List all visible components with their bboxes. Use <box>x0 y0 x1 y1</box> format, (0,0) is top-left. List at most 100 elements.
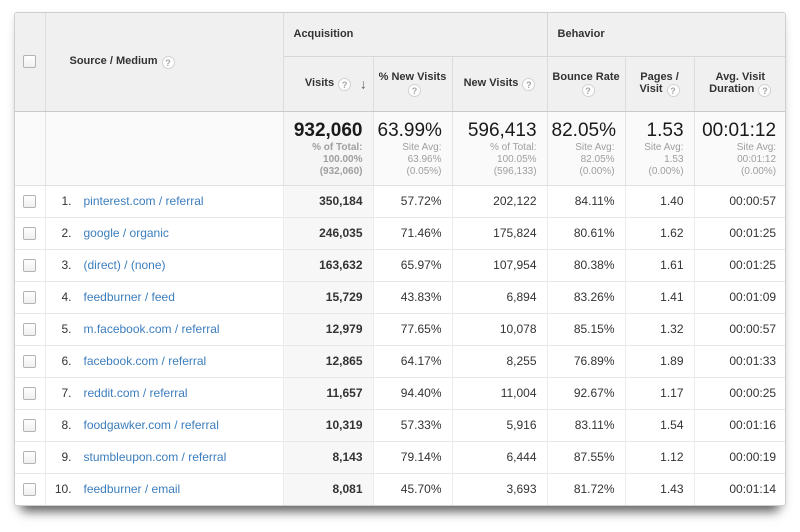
column-header-avg-duration[interactable]: Avg. Visit Duration? <box>693 56 785 112</box>
visits-cell: 8,143 <box>282 441 373 474</box>
pct-new-visits-cell: 71.46% <box>372 217 452 250</box>
visits-cell: 350,184 <box>282 185 373 218</box>
column-header-pages-visit[interactable]: Pages / Visit? <box>624 56 695 112</box>
source-medium-cell: 4. feedburner / feed <box>44 281 283 314</box>
row-rank: 3. <box>61 258 72 272</box>
bounce-rate-cell: 80.61% <box>546 217 626 250</box>
table-row: 5. m.facebook.com / referral 12,979 77.65… <box>15 313 785 346</box>
visits-cell: 12,979 <box>282 313 373 346</box>
table-row: 3. (direct) / (none) 163,632 65.97% 107,9… <box>15 249 785 282</box>
help-icon[interactable]: ? <box>522 77 536 91</box>
table-row: 8. foodgawker.com / referral 10,319 57.33… <box>15 409 785 442</box>
table-row: 1. pinterest.com / referral 350,184 57.72… <box>15 185 785 218</box>
select-all-checkbox[interactable] <box>23 55 37 69</box>
source-medium-link[interactable]: (direct) / (none) <box>83 258 166 272</box>
row-checkbox[interactable] <box>23 195 37 209</box>
source-medium-table: Source / Medium? Acquisition Behavior Vi… <box>15 13 785 505</box>
new-visits-cell: 11,004 <box>451 377 548 410</box>
row-checkbox[interactable] <box>23 259 37 273</box>
source-medium-link[interactable]: pinterest.com / referral <box>83 194 204 208</box>
sort-descending-icon[interactable]: ↓ <box>360 76 367 91</box>
visits-cell: 10,319 <box>282 409 373 442</box>
totals-pages-visit: 1.53 Site Avg: 1.53 (0.00%) <box>624 111 695 186</box>
row-checkbox[interactable] <box>23 451 37 465</box>
totals-bounce-value: 82.05% <box>551 119 616 141</box>
table-row: 2. google / organic 246,035 71.46% 175,82… <box>15 217 785 250</box>
help-icon[interactable]: ? <box>338 77 352 91</box>
avg-duration-cell: 00:00:19 <box>693 441 785 474</box>
new-visits-cell: 10,078 <box>451 313 548 346</box>
source-medium-label: Source / Medium <box>69 54 158 67</box>
source-medium-link[interactable]: foodgawker.com / referral <box>83 418 219 432</box>
help-icon[interactable]: ? <box>666 83 680 97</box>
row-checkbox-cell <box>15 217 45 250</box>
bounce-rate-cell: 76.89% <box>546 345 626 378</box>
pct-new-visits-cell: 64.17% <box>372 345 452 378</box>
source-medium-link[interactable]: m.facebook.com / referral <box>83 322 220 336</box>
bounce-rate-label: Bounce Rate <box>552 70 620 83</box>
totals-pages-value: 1.53 <box>646 119 684 141</box>
help-icon[interactable]: ? <box>161 55 175 69</box>
column-header-new-visits[interactable]: New Visits? <box>451 56 548 112</box>
pages-visit-cell: 1.12 <box>624 441 695 474</box>
help-icon[interactable]: ? <box>408 83 421 97</box>
group-header-behavior: Behavior <box>546 13 785 57</box>
help-icon[interactable]: ? <box>581 83 595 97</box>
new-visits-cell: 8,255 <box>451 345 548 378</box>
source-medium-cell: 5. m.facebook.com / referral <box>44 313 283 346</box>
source-medium-cell: 8. foodgawker.com / referral <box>44 409 283 442</box>
new-visits-cell: 107,954 <box>451 249 548 282</box>
source-medium-link[interactable]: google / organic <box>83 226 169 240</box>
row-checkbox-cell <box>15 313 45 346</box>
avg-duration-cell: 00:00:57 <box>693 185 785 218</box>
table-row: 6. facebook.com / referral 12,865 64.17% … <box>15 345 785 378</box>
row-checkbox-cell <box>15 409 45 442</box>
totals-visits: 932,060 % of Total: 100.00% (932,060) <box>282 111 373 186</box>
totals-source-cell <box>44 111 283 186</box>
row-checkbox[interactable] <box>23 419 37 433</box>
row-checkbox[interactable] <box>23 323 37 337</box>
row-checkbox[interactable] <box>23 227 37 241</box>
pct-new-visits-cell: 57.33% <box>372 409 452 442</box>
source-medium-link[interactable]: stumbleupon.com / referral <box>83 450 227 464</box>
visits-cell: 11,657 <box>282 377 373 410</box>
source-medium-link[interactable]: reddit.com / referral <box>83 386 188 400</box>
row-checkbox[interactable] <box>23 291 37 305</box>
row-checkbox-cell <box>15 185 45 218</box>
row-checkbox[interactable] <box>23 483 37 497</box>
totals-duration-value: 00:01:12 <box>702 119 777 141</box>
help-icon[interactable]: ? <box>758 83 772 97</box>
row-rank: 2. <box>61 226 72 240</box>
bounce-rate-cell: 87.55% <box>546 441 626 474</box>
pages-visit-cell: 1.61 <box>624 249 695 282</box>
totals-visits-value: 932,060 <box>293 119 363 141</box>
new-visits-cell: 175,824 <box>451 217 548 250</box>
row-rank: 6. <box>61 354 72 368</box>
pct-new-visits-label: % New Visits <box>378 70 447 83</box>
column-header-visits[interactable]: Visits? ↓ <box>282 56 373 112</box>
source-medium-cell: 3. (direct) / (none) <box>44 249 283 282</box>
source-medium-link[interactable]: feedburner / feed <box>83 290 175 304</box>
row-checkbox-cell <box>15 345 45 378</box>
row-checkbox[interactable] <box>23 387 37 401</box>
totals-checkbox-cell <box>15 111 45 186</box>
new-visits-cell: 202,122 <box>451 185 548 218</box>
column-header-bounce-rate[interactable]: Bounce Rate? <box>546 56 626 112</box>
row-rank: 5. <box>61 322 72 336</box>
visits-cell: 12,865 <box>282 345 373 378</box>
source-medium-link[interactable]: facebook.com / referral <box>83 354 207 368</box>
new-visits-cell: 6,444 <box>451 441 548 474</box>
row-rank: 4. <box>61 290 72 304</box>
pages-visit-label: Pages / Visit <box>639 70 679 95</box>
column-header-pct-new-visits[interactable]: % New Visits? <box>372 56 452 112</box>
source-medium-link[interactable]: feedburner / email <box>83 482 181 496</box>
bounce-rate-cell: 85.15% <box>546 313 626 346</box>
bounce-rate-cell: 83.11% <box>546 409 626 442</box>
column-header-source-medium[interactable]: Source / Medium? <box>45 13 284 112</box>
group-header-acquisition: Acquisition <box>282 13 548 57</box>
pages-visit-cell: 1.40 <box>624 185 695 218</box>
totals-avg-duration: 00:01:12 Site Avg: 00:01:12 (0.00%) <box>693 111 785 186</box>
new-visits-cell: 5,916 <box>451 409 548 442</box>
row-checkbox[interactable] <box>23 355 37 369</box>
totals-new-visits: 596,413 % of Total: 100.05% (596,133) <box>451 111 548 186</box>
